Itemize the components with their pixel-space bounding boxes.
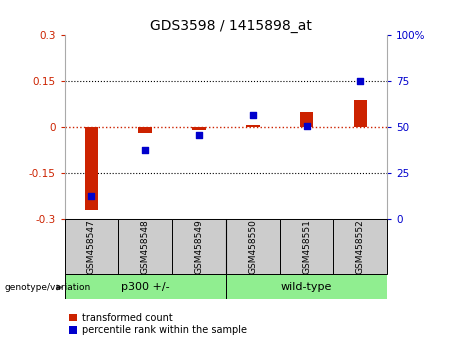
Text: wild-type: wild-type [281,282,332,292]
Text: GDS3598 / 1415898_at: GDS3598 / 1415898_at [149,19,312,34]
Bar [333,219,387,274]
Point [357,79,364,84]
Point [195,132,203,138]
Text: GSM458549: GSM458549 [195,219,203,274]
Point [249,112,256,118]
Legend: transformed count, percentile rank within the sample: transformed count, percentile rank withi… [70,313,247,335]
Text: GSM458548: GSM458548 [141,219,150,274]
Bar [226,274,387,299]
Text: genotype/variation: genotype/variation [5,283,91,292]
Point [142,147,149,152]
Text: p300 +/-: p300 +/- [121,282,170,292]
Bar [85,127,98,210]
Bar [192,127,206,130]
Bar [65,219,118,274]
Text: GSM458547: GSM458547 [87,219,96,274]
Bar [354,100,367,127]
Point [303,123,310,129]
Bar [226,219,280,274]
Bar [65,274,226,299]
Text: GSM458552: GSM458552 [356,219,365,274]
Text: GSM458550: GSM458550 [248,219,257,274]
Bar [280,219,333,274]
Bar [246,125,260,127]
Bar [118,219,172,274]
Point [88,193,95,198]
Text: GSM458551: GSM458551 [302,219,311,274]
Bar [172,219,226,274]
Bar [138,127,152,133]
Bar [300,112,313,127]
